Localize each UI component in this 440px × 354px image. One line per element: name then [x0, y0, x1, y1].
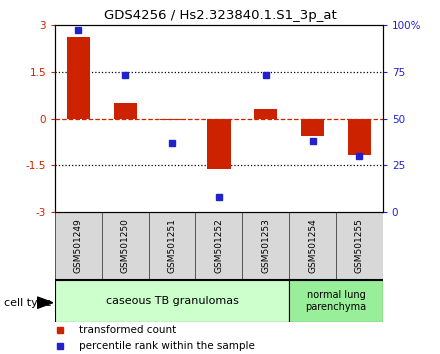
- Text: caseous TB granulomas: caseous TB granulomas: [106, 296, 238, 306]
- FancyBboxPatch shape: [102, 212, 149, 280]
- Bar: [114, 103, 137, 119]
- Bar: [160, 119, 184, 120]
- FancyBboxPatch shape: [195, 212, 242, 280]
- Text: transformed count: transformed count: [79, 325, 176, 335]
- FancyBboxPatch shape: [289, 212, 336, 280]
- Text: GSM501254: GSM501254: [308, 219, 317, 273]
- FancyBboxPatch shape: [149, 212, 195, 280]
- Text: GSM501250: GSM501250: [121, 218, 130, 274]
- Text: GDS4256 / Hs2.323840.1.S1_3p_at: GDS4256 / Hs2.323840.1.S1_3p_at: [104, 9, 336, 22]
- Text: GSM501252: GSM501252: [214, 219, 224, 273]
- Polygon shape: [37, 297, 53, 308]
- Bar: [207, 119, 231, 169]
- FancyBboxPatch shape: [289, 280, 383, 322]
- Bar: [348, 119, 371, 155]
- Text: GSM501253: GSM501253: [261, 218, 270, 274]
- FancyBboxPatch shape: [336, 212, 383, 280]
- FancyBboxPatch shape: [55, 280, 289, 322]
- Bar: [301, 119, 324, 136]
- Bar: [67, 37, 90, 119]
- Bar: [254, 109, 278, 119]
- FancyBboxPatch shape: [55, 212, 102, 280]
- FancyBboxPatch shape: [242, 212, 289, 280]
- Text: cell type: cell type: [4, 298, 52, 308]
- Text: GSM501255: GSM501255: [355, 218, 364, 274]
- Text: GSM501251: GSM501251: [168, 218, 176, 274]
- Text: GSM501249: GSM501249: [74, 219, 83, 273]
- Text: percentile rank within the sample: percentile rank within the sample: [79, 341, 255, 351]
- Text: normal lung
parenchyma: normal lung parenchyma: [305, 290, 367, 312]
